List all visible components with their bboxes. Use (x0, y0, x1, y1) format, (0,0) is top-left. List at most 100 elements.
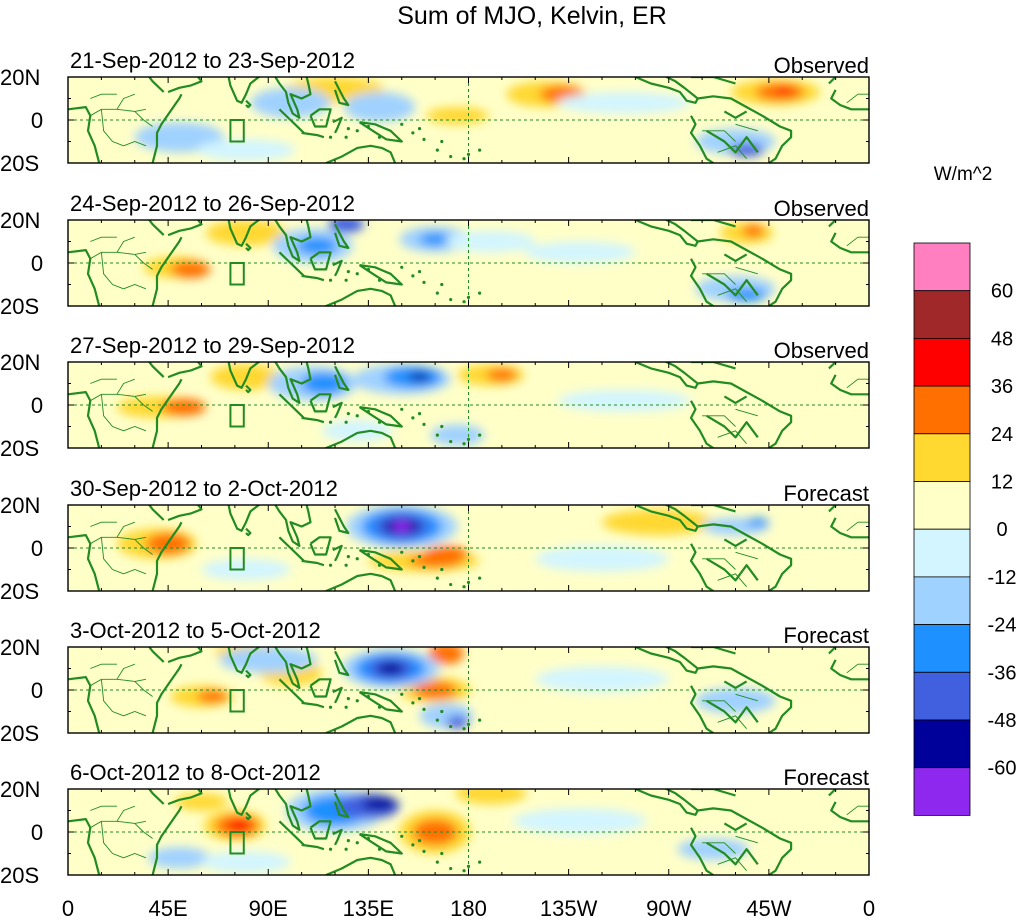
island-marker (400, 550, 404, 554)
coastline (332, 116, 343, 134)
coastline (723, 395, 748, 404)
colorbar-units: W/m^2 (934, 164, 993, 185)
coastline (723, 110, 748, 119)
country-border (116, 521, 135, 538)
island-marker (422, 707, 426, 711)
island-marker (449, 154, 453, 159)
coastline (697, 238, 793, 306)
coastline (706, 841, 759, 866)
island-marker (449, 582, 453, 587)
coastline (147, 77, 165, 93)
tick-marks (67, 646, 870, 734)
island-marker (346, 412, 350, 416)
coastline (830, 659, 869, 681)
coastline (151, 521, 183, 591)
island-marker (411, 274, 415, 278)
coastline (706, 699, 759, 724)
island-marker (440, 139, 444, 144)
anomaly-contour (328, 220, 364, 233)
country-border (123, 853, 147, 859)
country-border (134, 396, 153, 412)
coastline (689, 115, 714, 163)
x-tick-label: 135E (343, 896, 394, 921)
island-marker (328, 847, 333, 851)
colorbar-swatch (913, 433, 971, 482)
colorbar-swatch (913, 337, 971, 387)
coastline (333, 365, 350, 391)
coastline (274, 220, 312, 262)
island-marker (440, 709, 444, 714)
coastline (634, 789, 699, 816)
coastline (227, 505, 261, 532)
island-marker (366, 836, 370, 841)
coastline (309, 251, 332, 271)
y-tick-label: 20N (0, 777, 40, 802)
coastline (358, 121, 403, 143)
country-border (116, 378, 135, 395)
coastline (333, 792, 350, 819)
country-border (702, 130, 736, 142)
anomaly-contour (392, 520, 411, 533)
coastline (147, 505, 165, 521)
colorbar-tick-label: -24 (988, 615, 1017, 637)
colorbar-swatch (913, 624, 971, 673)
island-marker (344, 847, 348, 851)
colorbar-swatch (913, 767, 971, 816)
anomaly-contour (677, 838, 749, 860)
anomaly-contour (775, 85, 794, 95)
coastline (68, 249, 101, 306)
country-border (123, 141, 147, 147)
coastline (706, 414, 759, 439)
tick-marks (67, 76, 870, 164)
island-marker (328, 135, 333, 139)
coastline (828, 77, 837, 85)
coastline (309, 678, 332, 698)
colorbar-swatch (913, 528, 971, 578)
coastline (689, 400, 714, 448)
panel-date-range: 24-Sep-2012 to 26-Sep-2012 (70, 191, 355, 216)
island-marker (466, 295, 471, 299)
country-border (134, 254, 153, 270)
coastline (723, 253, 748, 262)
y-tick-label: 20S (0, 579, 39, 604)
country-border (90, 805, 117, 811)
coastline (278, 108, 305, 134)
island-marker (449, 297, 453, 302)
coastline (830, 374, 869, 396)
colorbar-swatch (913, 481, 971, 530)
coastline (278, 678, 305, 704)
colorbar-tick-label: 24 (991, 424, 1013, 446)
country-border (100, 679, 124, 717)
coastline (706, 557, 759, 582)
country-border (90, 236, 117, 242)
country-border (90, 93, 117, 99)
island-marker (377, 563, 382, 567)
coastline (278, 393, 305, 419)
coastline (68, 391, 101, 448)
island-marker (366, 409, 370, 414)
x-tick-label: 0 (62, 896, 74, 921)
island-marker (355, 841, 359, 845)
island-marker (417, 270, 422, 274)
country-border (735, 835, 758, 844)
island-marker (355, 699, 359, 703)
island-marker (400, 692, 404, 696)
island-marker (344, 135, 348, 139)
island-marker (466, 864, 471, 869)
island-marker (449, 724, 453, 729)
coastline (830, 801, 869, 823)
island-marker (466, 722, 471, 727)
x-tick-label: 45E (149, 896, 188, 921)
y-tick-label: 20S (0, 294, 39, 319)
coastline (332, 259, 343, 277)
anomaly-contour (205, 220, 287, 246)
coastline (723, 538, 748, 548)
island-marker (366, 124, 370, 129)
coastline (309, 108, 332, 128)
coastline (691, 220, 736, 228)
anomaly-contour (174, 793, 229, 811)
panels-group: 20N 0 20S 21-Sep-2012 to 23-Sep-2012 Observe… (0, 48, 870, 888)
country-border (735, 693, 758, 702)
y-tick-label: 20S (0, 436, 39, 461)
y-tick-label: 20N (0, 65, 40, 90)
